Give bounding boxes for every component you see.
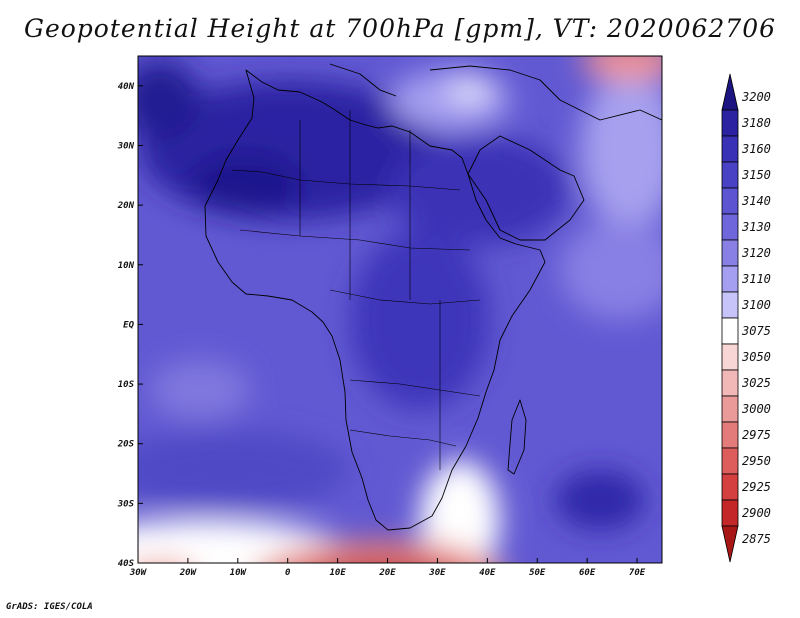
colorbar-label: 3075 [741, 324, 771, 338]
colorbar-label: 2950 [742, 454, 771, 468]
lat-tick-label: EQ [123, 320, 134, 330]
colorbar-segment [721, 135, 739, 163]
colorbar-label: 2875 [742, 532, 771, 546]
colorbar-segment [721, 395, 739, 423]
colorbar-label: 3200 [741, 90, 771, 104]
longitude-axis: 30W 20W 10W 0 10E 20E 30E 40E 50E 60E 70E [129, 558, 646, 578]
colorbar: 3200 3180 3160 3150 3140 3130 3120 3110 3100 3075… [721, 73, 771, 563]
colorbar-segment [721, 187, 739, 215]
credit-text: GrADS: IGES/COLA [6, 602, 93, 612]
colorbar-segment [721, 343, 739, 371]
lon-tick-label: 60E [579, 568, 596, 578]
colorbar-label: 3150 [741, 168, 771, 182]
height-field [138, 56, 662, 563]
lat-tick-label: 20S [117, 440, 135, 450]
lon-tick-label: 40E [479, 568, 496, 578]
colorbar-segment [721, 73, 739, 111]
lat-tick-label: 30S [117, 499, 135, 509]
lon-tick-label: 30W [129, 568, 148, 578]
colorbar-segment [721, 499, 739, 527]
lon-tick-label: 70E [629, 568, 646, 578]
lon-tick-label: 10W [230, 568, 248, 578]
colorbar-segment [721, 291, 739, 319]
colorbar-segment [721, 161, 739, 189]
colorbar-segment [721, 473, 739, 501]
colorbar-label: 3140 [741, 194, 771, 208]
colorbar-label: 3025 [741, 376, 771, 390]
lon-tick-label: 30E [428, 568, 446, 578]
colorbar-label: 2900 [742, 506, 771, 520]
lat-tick-label: 40N [118, 82, 135, 92]
colorbar-label: 3110 [741, 272, 771, 286]
plot-frame [137, 55, 663, 564]
lat-tick-label: 30N [117, 141, 135, 151]
colorbar-label: 3180 [741, 116, 771, 130]
lon-tick-label: 20W [179, 568, 198, 578]
lat-tick-label: 20N [117, 201, 135, 211]
latitude-axis: 40N 30N 20N 10N EQ 10S 20S 30S 40S [117, 82, 143, 569]
lat-tick-label: 10N [118, 261, 135, 271]
colorbar-label: 3000 [741, 402, 771, 416]
lat-tick-label: 10S [118, 380, 135, 390]
colorbar-segment [721, 317, 739, 345]
colorbar-segment [721, 525, 739, 563]
colorbar-segment [721, 421, 739, 449]
colorbar-label: 3120 [741, 246, 771, 260]
colorbar-segment [721, 265, 739, 293]
colorbar-label: 3050 [741, 350, 771, 364]
colorbar-segment [721, 239, 739, 267]
coastlines [204, 63, 662, 531]
lat-tick-label: 40S [118, 559, 135, 569]
colorbar-segment [721, 369, 739, 397]
colorbar-label: 3130 [741, 220, 771, 234]
colorbar-label: 3160 [741, 142, 771, 156]
colorbar-label: 3100 [741, 298, 771, 312]
colorbar-label: 2925 [742, 480, 771, 494]
lon-tick-label: 10E [329, 568, 346, 578]
colorbar-label: 2975 [742, 428, 771, 442]
colorbar-segment [721, 109, 739, 137]
colorbar-segment [721, 213, 739, 241]
country-borders [231, 110, 481, 470]
map-title: Geopotential Height at 700hPa [gpm], VT:… [23, 14, 777, 43]
lon-tick-label: 50E [529, 568, 546, 578]
colorbar-segment [721, 447, 739, 475]
lon-tick-label: 20E [378, 568, 396, 578]
lon-tick-label: 0 [285, 568, 291, 578]
